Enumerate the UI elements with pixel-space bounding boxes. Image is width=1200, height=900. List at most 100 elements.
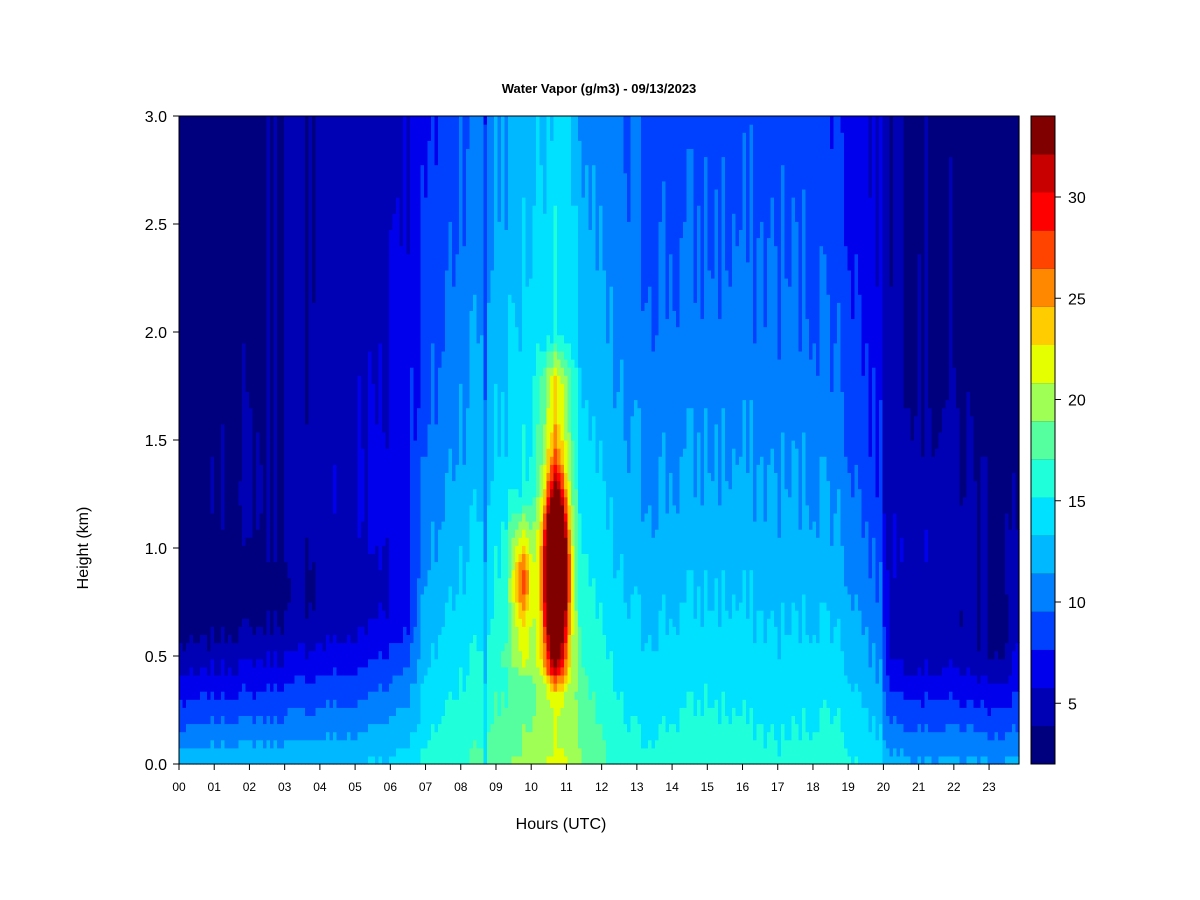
heatmap-cell (224, 747, 229, 765)
heatmap-cell (305, 658, 310, 684)
heatmap-cell (991, 707, 996, 741)
colorbar-swatch (1031, 192, 1055, 231)
heatmap-cell (760, 456, 765, 611)
heatmap-cell (672, 504, 677, 627)
heatmap-cell (665, 116, 670, 320)
heatmap-cell (735, 116, 740, 247)
heatmap-cell (924, 116, 929, 530)
heatmap-cell (291, 683, 296, 708)
heatmap-cell (914, 415, 919, 676)
heatmap-cell (273, 561, 278, 611)
heatmap-cell (529, 278, 534, 457)
heatmap-cell (340, 674, 345, 708)
heatmap-cell (844, 116, 849, 247)
heatmap-cell (284, 116, 289, 563)
heatmap-cell (308, 683, 313, 716)
heatmap-cell (371, 553, 376, 619)
heatmap-cell (340, 707, 345, 741)
heatmap-cell (823, 602, 828, 700)
heatmap-cell (585, 164, 590, 401)
heatmap-cell (543, 602, 548, 627)
heatmap-cell (784, 116, 789, 279)
heatmap-cell (231, 674, 236, 700)
heatmap-cell (196, 699, 201, 725)
heatmap-cell (802, 116, 807, 190)
heatmap-cell (616, 391, 621, 571)
heatmap-cell (238, 116, 243, 482)
heatmap-cell (567, 666, 572, 684)
heatmap-cell (452, 286, 457, 482)
heatmap-cell (858, 610, 863, 692)
heatmap-cell (700, 715, 705, 765)
heatmap-cell (347, 707, 352, 733)
heatmap-cell (924, 658, 929, 692)
heatmap-cell (560, 464, 565, 473)
heatmap-cell (424, 197, 429, 457)
heatmap-cell (833, 715, 838, 765)
heatmap-cell (903, 674, 908, 700)
heatmap-cell (753, 342, 758, 522)
heatmap-cell (375, 423, 380, 546)
colorbar-frame (1030, 115, 1056, 765)
heatmap-cell (798, 529, 803, 644)
heatmap-cell (592, 164, 597, 417)
heatmap-cell (823, 253, 828, 457)
heatmap-cell (399, 707, 404, 749)
heatmap-cell (532, 715, 537, 765)
heatmap-cell (945, 399, 950, 668)
heatmap-cell (1001, 116, 1006, 660)
heatmap-cell (490, 116, 495, 271)
heatmap-cell (781, 116, 786, 166)
heatmap-cell (588, 699, 593, 765)
heatmap-cell (585, 116, 590, 166)
heatmap-cell (791, 116, 796, 198)
heatmap-cell (221, 715, 226, 741)
heatmap-cell (917, 723, 922, 757)
heatmap-cell (368, 116, 373, 352)
heatmap-cell (266, 650, 271, 684)
heatmap-cell (711, 480, 716, 611)
heatmap-cell (333, 699, 338, 733)
heatmap-cell (732, 116, 737, 214)
heatmap-cell (350, 116, 355, 644)
heatmap-cell (238, 739, 243, 765)
heatmap-cell (802, 188, 807, 433)
heatmap-cell (984, 674, 989, 708)
heatmap-cell (592, 415, 597, 579)
heatmap-cell (637, 407, 642, 595)
heatmap-cell (816, 642, 821, 733)
heatmap-cell (739, 116, 744, 230)
heatmap-cell (210, 658, 215, 692)
heatmap-cell (662, 715, 667, 765)
heatmap-cell (312, 302, 317, 563)
heatmap-cell (907, 699, 912, 733)
heatmap-cell (903, 755, 908, 765)
heatmap-cell (280, 116, 285, 635)
heatmap-cell (375, 691, 380, 725)
heatmap-cell (557, 658, 562, 668)
heatmap-cell (333, 634, 338, 668)
heatmap-cell (942, 407, 947, 668)
heatmap-cell (560, 334, 565, 352)
heatmap-cell (889, 755, 894, 765)
x-tick-label: 07 (419, 780, 433, 794)
heatmap-cell (350, 707, 355, 741)
x-tick-label: 09 (489, 780, 503, 794)
heatmap-cell (564, 342, 569, 360)
heatmap-cell (466, 561, 471, 676)
heatmap-cell (893, 747, 898, 765)
heatmap-cell (655, 650, 660, 741)
heatmap-cell (511, 302, 516, 490)
heatmap-cell (546, 674, 551, 684)
heatmap-cell (994, 683, 999, 708)
heatmap-cell (455, 699, 460, 765)
heatmap-cell (896, 116, 901, 660)
heatmap-cell (987, 739, 992, 765)
heatmap-cell (511, 537, 516, 571)
heatmap-cell (256, 739, 261, 765)
heatmap-cell (301, 116, 306, 644)
heatmap-cell (466, 674, 471, 765)
x-tick-label: 11 (560, 780, 573, 794)
heatmap-cell (553, 350, 558, 368)
heatmap-cell (844, 245, 849, 457)
